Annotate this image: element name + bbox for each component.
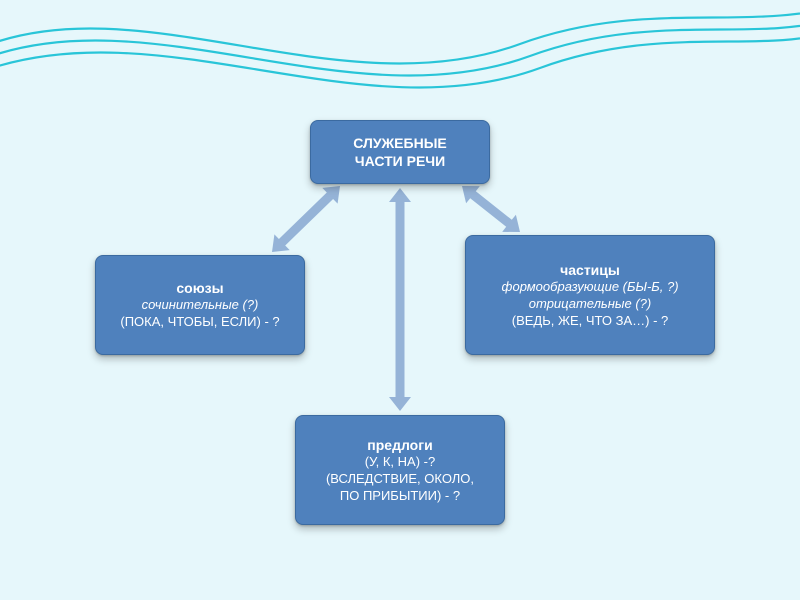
node-text-line: ЧАСТИ РЕЧИ — [355, 152, 445, 170]
double-arrow-icon — [462, 186, 520, 232]
node-text-line: предлоги — [367, 436, 432, 454]
node-particles: частицыформообразующие (БЫ-Б, ?)отрицате… — [465, 235, 715, 355]
double-arrow-icon — [272, 186, 340, 252]
node-text-line: отрицательные (?) — [529, 296, 651, 313]
double-arrow-icon — [389, 188, 411, 411]
node-prepositions: предлоги(У, К, НА) -?(ВСЛЕДСТВИЕ, ОКОЛО,… — [295, 415, 505, 525]
diagram-stage: СЛУЖЕБНЫЕЧАСТИ РЕЧИ союзысочинительные (… — [0, 0, 800, 600]
node-text-line: (ПОКА, ЧТОБЫ, ЕСЛИ) - ? — [120, 314, 279, 331]
node-text-line: (У, К, НА) -? — [365, 454, 435, 471]
node-text-line: формообразующие (БЫ-Б, ?) — [501, 279, 678, 296]
node-text-line: сочинительные (?) — [142, 297, 259, 314]
node-text-line: союзы — [176, 279, 223, 297]
node-root: СЛУЖЕБНЫЕЧАСТИ РЕЧИ — [310, 120, 490, 184]
node-unions: союзысочинительные (?)(ПОКА, ЧТОБЫ, ЕСЛИ… — [95, 255, 305, 355]
node-text-line: частицы — [560, 261, 620, 279]
node-text-line: (ВЕДЬ, ЖЕ, ЧТО ЗА…) - ? — [512, 313, 669, 330]
node-text-line: СЛУЖЕБНЫЕ — [353, 134, 447, 152]
node-text-line: (ВСЛЕДСТВИЕ, ОКОЛО, ПО ПРИБЫТИИ) - ? — [326, 471, 474, 505]
